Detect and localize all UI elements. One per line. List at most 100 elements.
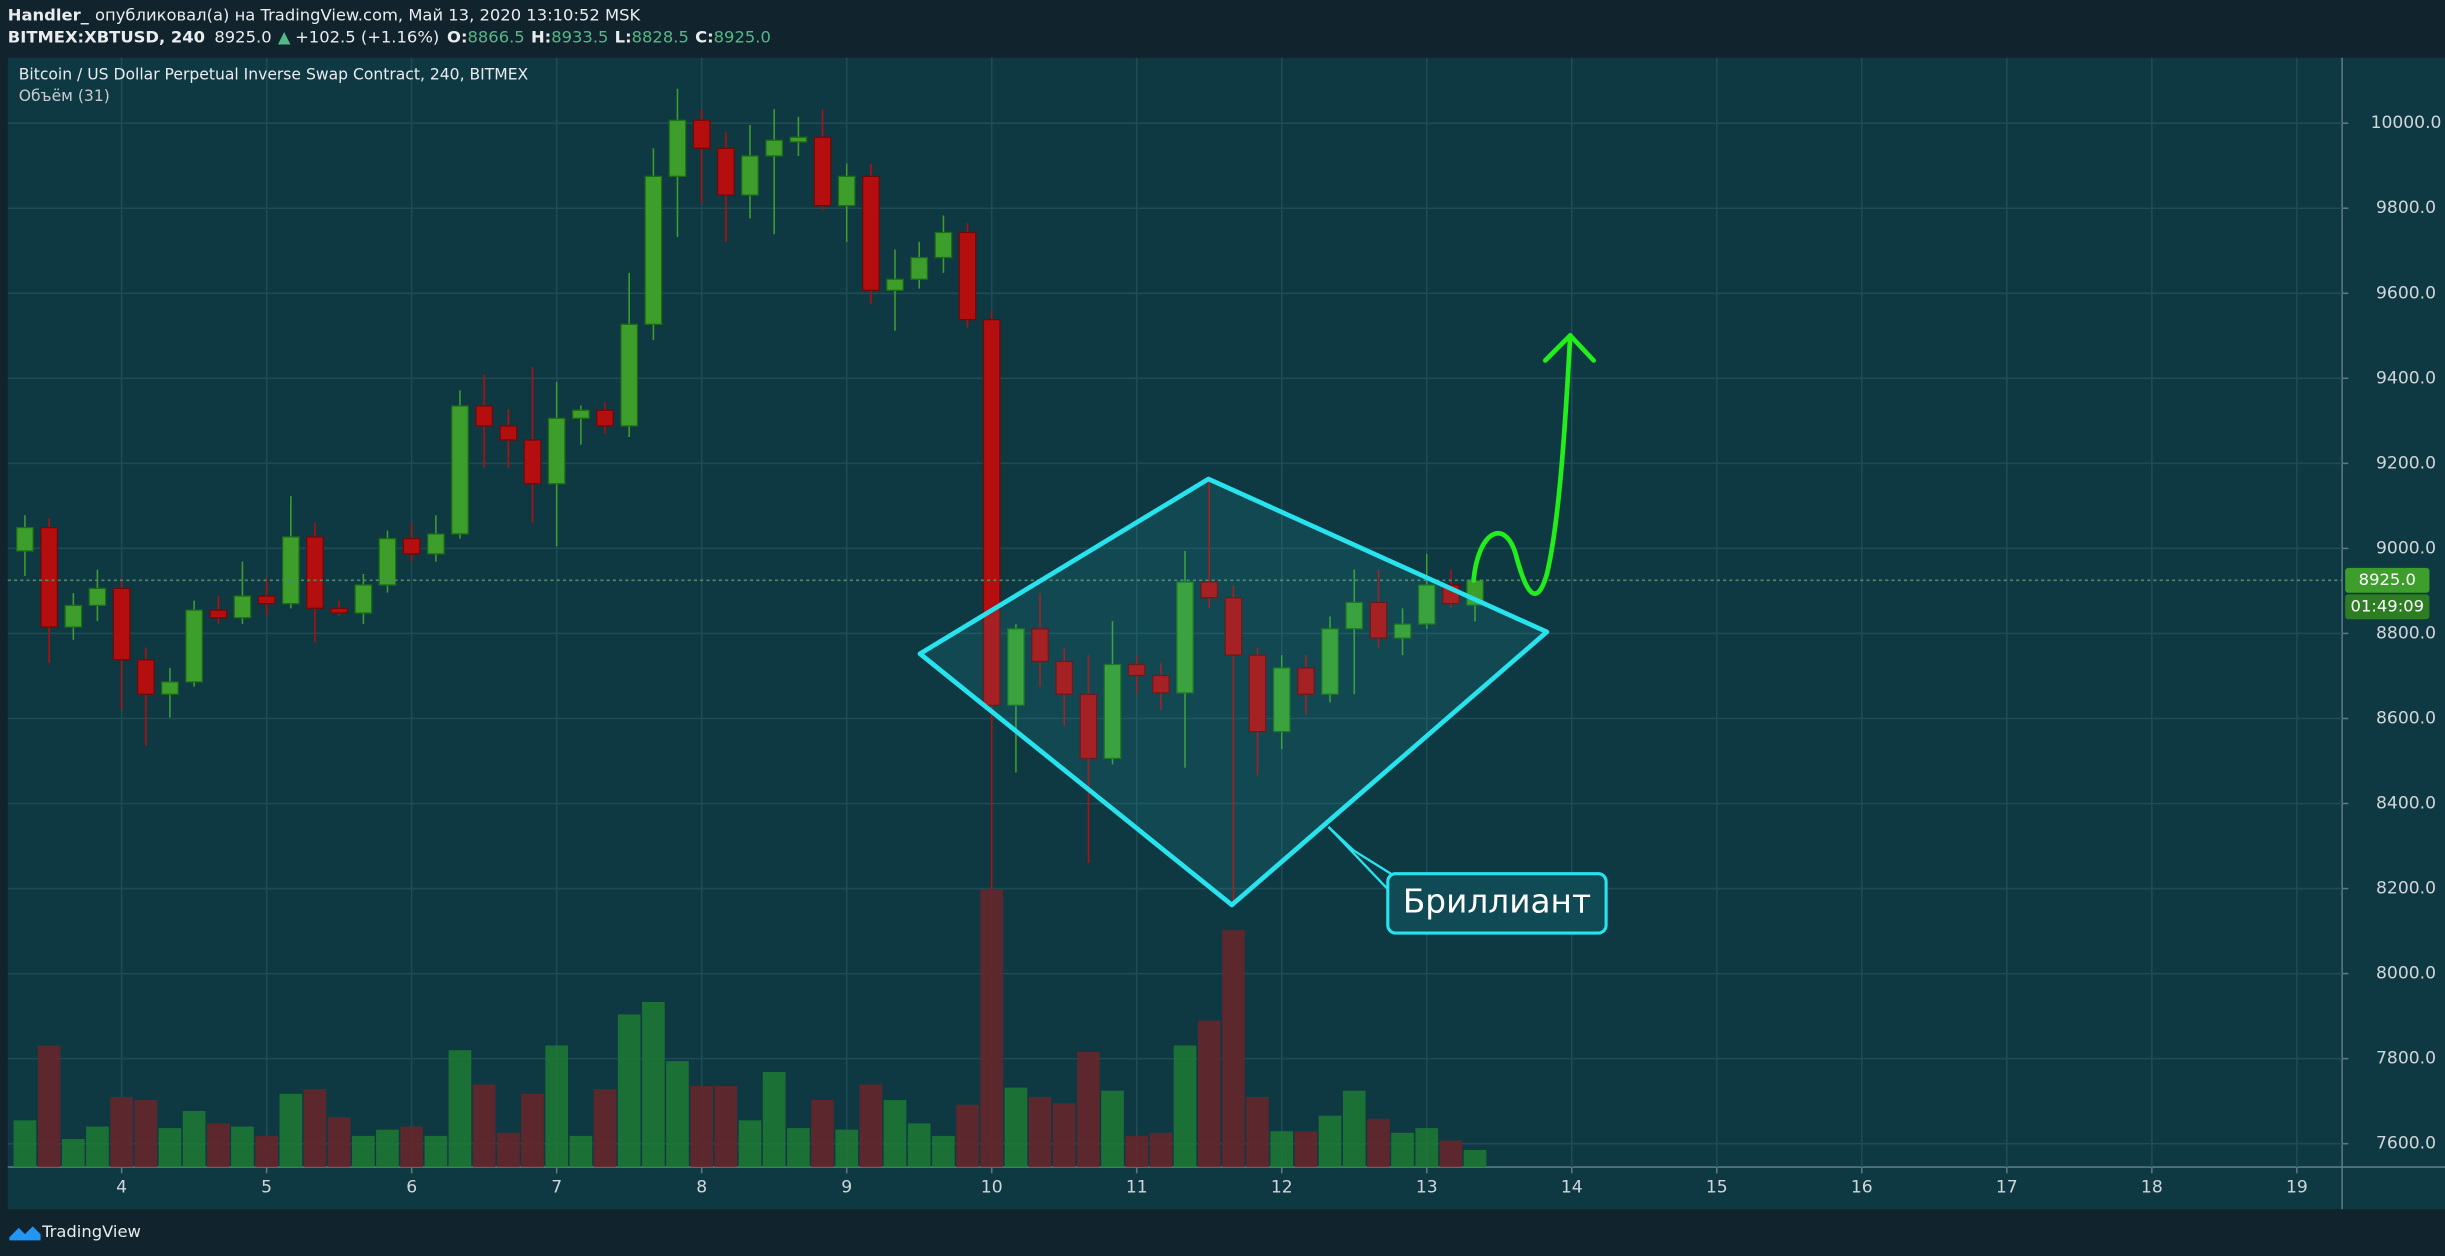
candle-body bbox=[886, 278, 904, 291]
volume-bar bbox=[1028, 1096, 1052, 1168]
volume-bar bbox=[1052, 1103, 1076, 1168]
ohlc-value: 8828.5 bbox=[632, 27, 689, 46]
candle-body bbox=[64, 604, 83, 628]
volume-bar bbox=[134, 1100, 158, 1168]
y-tick-label: 9200.0 bbox=[2376, 453, 2436, 473]
candle-body bbox=[1224, 597, 1243, 656]
candle-body bbox=[620, 323, 639, 427]
volume-bar bbox=[1125, 1135, 1149, 1168]
volume-bar bbox=[883, 1100, 907, 1168]
volume-bar bbox=[666, 1061, 689, 1168]
volume-bar bbox=[1367, 1118, 1390, 1168]
price-tag bbox=[2345, 567, 2430, 593]
volume-bar bbox=[593, 1089, 617, 1168]
x-tick-label: 19 bbox=[2286, 1177, 2308, 1197]
volume-bar bbox=[521, 1093, 544, 1168]
candle-body bbox=[1007, 628, 1025, 706]
candle-body bbox=[112, 587, 131, 661]
x-tick-label: 16 bbox=[1851, 1177, 1873, 1197]
volume-bar bbox=[1294, 1131, 1318, 1168]
symbol-line: BITMEX:XBTUSD, 240 8925.0 ▲ +102.5 (+1.16%)… bbox=[8, 27, 771, 46]
y-tick-label: 8000.0 bbox=[2376, 964, 2436, 984]
volume-label: Объём (31) bbox=[19, 87, 110, 105]
volume-bar bbox=[1415, 1128, 1439, 1168]
ohlc-value: 8933.5 bbox=[551, 27, 608, 46]
candle-body bbox=[523, 439, 542, 485]
change: +102.5 (+1.16%) bbox=[295, 27, 439, 46]
price-tag-label: 8925.0 bbox=[2359, 570, 2416, 589]
volume-bar bbox=[327, 1117, 351, 1168]
candle-body bbox=[161, 681, 179, 695]
volume-bar bbox=[255, 1135, 278, 1168]
candle-body bbox=[741, 155, 759, 196]
volume-bar bbox=[762, 1072, 786, 1168]
y-tick-label: 9800.0 bbox=[2376, 198, 2436, 218]
volume-bar bbox=[956, 1104, 979, 1168]
volume-bar bbox=[1149, 1132, 1173, 1168]
change-arrow: ▲ bbox=[278, 27, 291, 46]
volume-bar bbox=[13, 1120, 37, 1168]
volume-bar bbox=[1173, 1045, 1197, 1168]
volume-bar bbox=[37, 1045, 61, 1168]
volume-bar bbox=[1270, 1131, 1294, 1168]
ohlc-value: 8925.0 bbox=[714, 27, 771, 46]
price-axis bbox=[2342, 57, 2445, 1210]
y-tick-label: 9600.0 bbox=[2376, 283, 2436, 303]
candle-body bbox=[282, 536, 300, 605]
callout-line bbox=[1327, 826, 1392, 894]
volume-bar bbox=[424, 1135, 448, 1168]
volume-bar bbox=[1077, 1051, 1100, 1168]
y-tick-label: 8800.0 bbox=[2376, 623, 2436, 643]
ohlc-label: C: bbox=[695, 27, 714, 46]
volume-bar bbox=[545, 1045, 569, 1168]
volume-bar bbox=[907, 1123, 931, 1168]
candle-body bbox=[1200, 581, 1219, 599]
candle-body bbox=[910, 256, 929, 280]
candle-body bbox=[862, 175, 880, 291]
volume-bar bbox=[158, 1128, 182, 1168]
ohlc-label: L: bbox=[615, 27, 632, 46]
volume-bar bbox=[1439, 1140, 1463, 1168]
x-tick-label: 8 bbox=[696, 1177, 707, 1197]
volume-bar bbox=[303, 1089, 327, 1168]
candle-body bbox=[427, 533, 445, 555]
candle-body bbox=[1248, 654, 1267, 733]
candle-body bbox=[257, 595, 276, 605]
candle-body bbox=[765, 139, 784, 157]
candle-body bbox=[209, 609, 228, 619]
arrow-head bbox=[1542, 333, 1596, 363]
ohlc-value: 8866.5 bbox=[468, 27, 525, 46]
author: Handler_ bbox=[8, 5, 90, 24]
y-tick-label: 10000.0 bbox=[2371, 113, 2442, 133]
candle-body bbox=[547, 417, 566, 485]
y-tick-label: 7600.0 bbox=[2376, 1134, 2436, 1154]
volume-bar bbox=[182, 1110, 206, 1168]
candle-body bbox=[1152, 674, 1170, 694]
candle-body bbox=[402, 538, 421, 555]
candle-body bbox=[644, 175, 663, 325]
volume-bar bbox=[62, 1139, 85, 1168]
volume-bar bbox=[569, 1135, 593, 1168]
candle-body bbox=[136, 659, 155, 695]
x-tick-label: 4 bbox=[116, 1177, 127, 1197]
logo bbox=[9, 1226, 41, 1241]
x-tick-label: 12 bbox=[1271, 1177, 1293, 1197]
x-tick-label: 15 bbox=[1706, 1177, 1728, 1197]
volume-bar bbox=[497, 1132, 520, 1168]
volume-bar bbox=[1463, 1149, 1487, 1168]
forecast-arrow bbox=[1471, 333, 1573, 597]
countdown-tag bbox=[2345, 594, 2430, 620]
volume-bar bbox=[1246, 1096, 1269, 1168]
chart-title: Bitcoin / US Dollar Perpetual Inverse Sw… bbox=[19, 65, 529, 83]
symbol: BITMEX:XBTUSD, 240 bbox=[8, 27, 205, 46]
volume-bar bbox=[472, 1084, 496, 1168]
candle-body bbox=[233, 595, 252, 619]
candle-body bbox=[1103, 663, 1122, 760]
diamond-pattern bbox=[917, 476, 1550, 908]
volume-bar bbox=[1197, 1020, 1221, 1168]
volume-bar bbox=[859, 1084, 883, 1168]
candle-body bbox=[1321, 628, 1339, 695]
x-tick-label: 14 bbox=[1561, 1177, 1583, 1197]
publish-info: опубликовал(а) на TradingView.com, Май 1… bbox=[95, 5, 641, 24]
